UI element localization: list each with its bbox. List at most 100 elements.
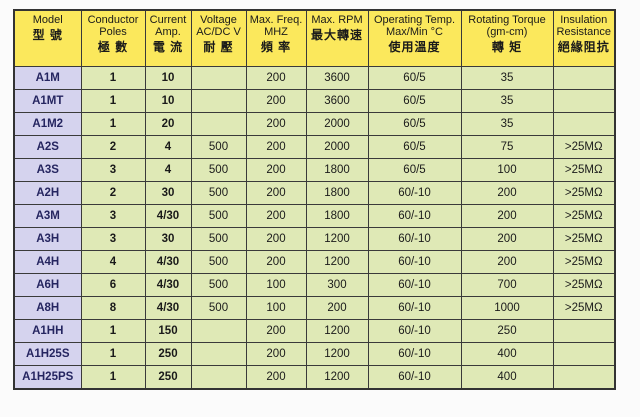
cell-conductor-poles: 1 bbox=[80, 365, 146, 390]
cell-operating-temp: 60/-10 bbox=[367, 365, 462, 390]
cell-max-rpm: 1200 bbox=[305, 342, 369, 366]
cell-voltage: 500 bbox=[190, 135, 247, 159]
table-row: A1HH 1 150 200 1200 60/-10 250 bbox=[13, 319, 616, 343]
cell-voltage: 500 bbox=[190, 296, 247, 320]
column-header-label: Max. RPM bbox=[311, 14, 363, 26]
table-row: A4H 4 4/30 500 200 1200 60/-10 200 >25MΩ bbox=[13, 250, 616, 274]
column-header-label-zh: 耐 壓 bbox=[203, 40, 234, 54]
cell-voltage bbox=[190, 319, 247, 343]
cell-max-freq: 100 bbox=[245, 296, 307, 320]
cell-operating-temp: 60/-10 bbox=[367, 319, 462, 343]
column-header-label: Current Amp. bbox=[149, 14, 187, 38]
table-body: A1M 1 10 200 3600 60/5 35 A1MT 1 10 200 3600 60/5 35 A… bbox=[13, 66, 616, 390]
cell-voltage bbox=[190, 66, 247, 90]
column-header-label-zh: 最大轉速 bbox=[310, 28, 363, 42]
cell-max-rpm: 2000 bbox=[305, 112, 369, 136]
cell-max-rpm: 3600 bbox=[305, 66, 369, 90]
cell-operating-temp: 60/-10 bbox=[367, 296, 462, 320]
cell-current-amp: 4 bbox=[144, 158, 192, 182]
cell-conductor-poles: 1 bbox=[80, 319, 146, 343]
cell-voltage: 500 bbox=[190, 273, 247, 297]
cell-insulation-resistance bbox=[552, 342, 616, 366]
column-header-label: Conductor Poles bbox=[87, 14, 139, 38]
cell-max-freq: 200 bbox=[245, 250, 307, 274]
column-header-max-freq: Max. Freq. MHZ 頻 率 bbox=[245, 9, 307, 67]
cell-max-rpm: 300 bbox=[305, 273, 369, 297]
cell-current-amp: 4 bbox=[144, 135, 192, 159]
cell-max-rpm: 1800 bbox=[305, 204, 369, 228]
cell-voltage: 500 bbox=[190, 250, 247, 274]
cell-max-rpm: 1200 bbox=[305, 319, 369, 343]
cell-model: A2H bbox=[13, 181, 82, 205]
cell-rotating-torque: 200 bbox=[460, 204, 554, 228]
cell-insulation-resistance bbox=[552, 89, 616, 113]
column-header-label: Operating Temp. Max/Min °C bbox=[373, 14, 456, 38]
cell-rotating-torque: 250 bbox=[460, 319, 554, 343]
cell-operating-temp: 60/5 bbox=[367, 89, 462, 113]
cell-conductor-poles: 1 bbox=[80, 112, 146, 136]
cell-model: A1H25S bbox=[13, 342, 82, 366]
cell-model: A8H bbox=[13, 296, 82, 320]
cell-model: A2S bbox=[13, 135, 82, 159]
column-header-label: Model bbox=[32, 14, 63, 26]
cell-model: A3H bbox=[13, 227, 82, 251]
cell-insulation-resistance: >25MΩ bbox=[552, 204, 616, 228]
cell-max-rpm: 1200 bbox=[305, 250, 369, 274]
cell-max-rpm: 1800 bbox=[305, 181, 369, 205]
cell-conductor-poles: 3 bbox=[80, 158, 146, 182]
table-row: A1H25S 1 250 200 1200 60/-10 400 bbox=[13, 342, 616, 366]
column-header-current-amp: Current Amp. 電 流 bbox=[144, 9, 192, 67]
column-header-label-zh: 使用溫度 bbox=[388, 40, 441, 54]
cell-rotating-torque: 75 bbox=[460, 135, 554, 159]
cell-voltage: 500 bbox=[190, 181, 247, 205]
column-header-insulation-resistance: Insulation Resistance 絕緣阻抗 bbox=[552, 9, 616, 67]
table-row: A2H 2 30 500 200 1800 60/-10 200 >25MΩ bbox=[13, 181, 616, 205]
table-row: A3H 3 30 500 200 1200 60/-10 200 >25MΩ bbox=[13, 227, 616, 251]
cell-model: A1M bbox=[13, 66, 82, 90]
cell-voltage bbox=[190, 342, 247, 366]
cell-max-freq: 200 bbox=[245, 342, 307, 366]
cell-model: A1H25PS bbox=[13, 365, 82, 390]
cell-operating-temp: 60/-10 bbox=[367, 181, 462, 205]
cell-max-freq: 100 bbox=[245, 273, 307, 297]
column-header-rotating-torque: Rotating Torque (gm-cm) 轉 矩 bbox=[460, 9, 554, 67]
cell-voltage bbox=[190, 365, 247, 390]
cell-conductor-poles: 1 bbox=[80, 342, 146, 366]
cell-rotating-torque: 100 bbox=[460, 158, 554, 182]
cell-insulation-resistance bbox=[552, 365, 616, 390]
column-header-label: Rotating Torque (gm-cm) bbox=[468, 14, 546, 38]
cell-max-freq: 200 bbox=[245, 204, 307, 228]
cell-voltage bbox=[190, 112, 247, 136]
table-row: A8H 8 4/30 500 100 200 60/-10 1000 >25MΩ bbox=[13, 296, 616, 320]
cell-voltage: 500 bbox=[190, 204, 247, 228]
cell-conductor-poles: 4 bbox=[80, 250, 146, 274]
table-row: A3M 3 4/30 500 200 1800 60/-10 200 >25MΩ bbox=[13, 204, 616, 228]
cell-current-amp: 250 bbox=[144, 342, 192, 366]
table-row: A1H25PS 1 250 200 1200 60/-10 400 bbox=[13, 365, 616, 390]
cell-model: A6H bbox=[13, 273, 82, 297]
cell-operating-temp: 60/-10 bbox=[367, 342, 462, 366]
column-header-label: Max. Freq. MHZ bbox=[249, 14, 303, 38]
cell-max-freq: 200 bbox=[245, 135, 307, 159]
table-row: A3S 3 4 500 200 1800 60/5 100 >25MΩ bbox=[13, 158, 616, 182]
column-header-voltage: Voltage AC/DC V 耐 壓 bbox=[190, 9, 247, 67]
column-header-label-zh: 轉 矩 bbox=[491, 40, 523, 54]
cell-max-rpm: 1200 bbox=[305, 365, 369, 390]
column-header-model: Model 型 號 bbox=[13, 9, 82, 67]
column-header-label-zh: 極 數 bbox=[97, 40, 129, 54]
table-row: A1MT 1 10 200 3600 60/5 35 bbox=[13, 89, 616, 113]
cell-insulation-resistance: >25MΩ bbox=[552, 158, 616, 182]
column-header-max-rpm: Max. RPM 最大轉速 bbox=[305, 9, 369, 67]
cell-rotating-torque: 200 bbox=[460, 181, 554, 205]
cell-operating-temp: 60/5 bbox=[367, 112, 462, 136]
cell-rotating-torque: 1000 bbox=[460, 296, 554, 320]
cell-current-amp: 150 bbox=[144, 319, 192, 343]
cell-rotating-torque: 400 bbox=[460, 342, 554, 366]
cell-conductor-poles: 1 bbox=[80, 89, 146, 113]
cell-max-freq: 200 bbox=[245, 319, 307, 343]
cell-operating-temp: 60/-10 bbox=[367, 204, 462, 228]
cell-max-rpm: 1800 bbox=[305, 158, 369, 182]
cell-model: A1HH bbox=[13, 319, 82, 343]
column-header-operating-temp: Operating Temp. Max/Min °C 使用溫度 bbox=[367, 9, 462, 67]
table-row: A1M 1 10 200 3600 60/5 35 bbox=[13, 66, 616, 90]
